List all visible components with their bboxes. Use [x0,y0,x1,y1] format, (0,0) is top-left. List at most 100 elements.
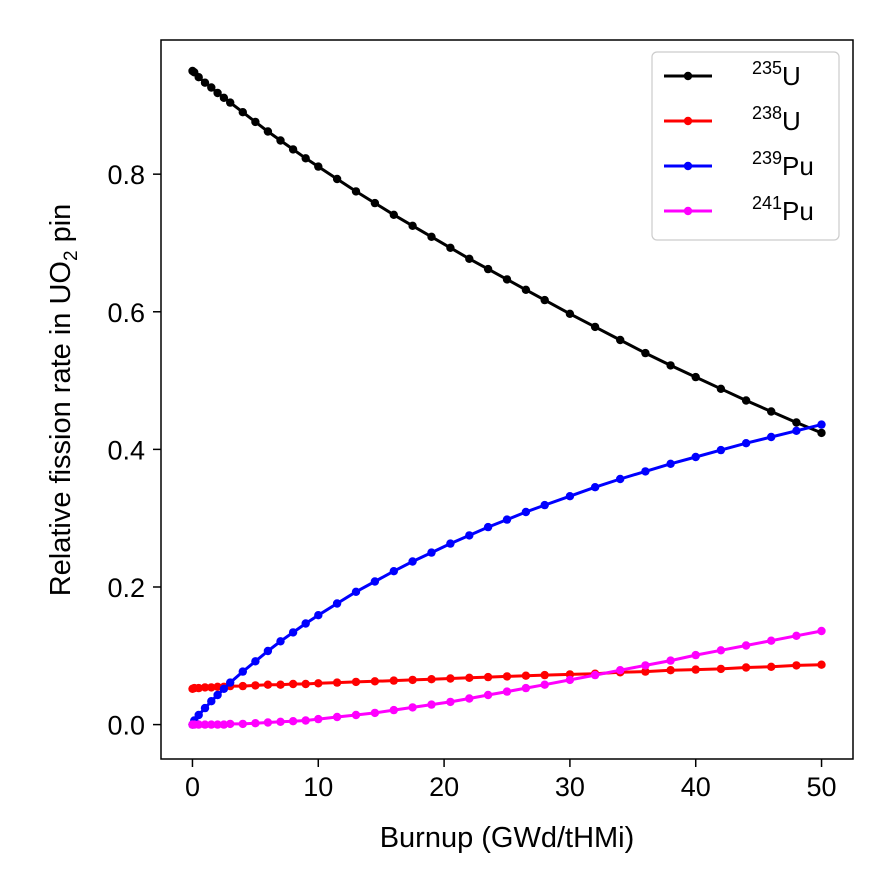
data-point-238U [389,676,398,685]
data-point-241Pu [483,690,493,700]
data-point-239Pu [817,420,826,429]
legend-label-element: Pu [782,151,814,181]
y-axis-label: Relative fission rate in UO2 pin [45,204,82,597]
data-point-235U [288,145,298,154]
data-point-235U [226,98,235,107]
data-point-235U [590,322,600,332]
data-point-238U [446,674,455,683]
data-point-238U [238,681,247,691]
data-point-235U [389,210,398,219]
legend-entry-238U: 238U [664,103,801,136]
data-point-235U [213,88,222,98]
data-point-239Pu [288,628,298,637]
data-point-238U [483,672,493,682]
legend-label-isotope-number: 239 [752,148,782,168]
data-point-239Pu [483,522,493,532]
y-tick-label: 0.8 [107,160,145,190]
data-point-238U [200,683,210,692]
data-point-235U [792,418,801,427]
legend-marker-239Pu [683,161,693,171]
legend-marker-241Pu [683,206,693,216]
data-point-239Pu [370,577,380,586]
legend-label-235U: 235U [752,58,801,91]
data-point-238U [666,666,675,675]
data-point-235U [666,361,675,370]
series-241Pu [188,626,826,729]
data-point-238U [427,675,436,684]
data-point-241Pu [565,675,575,685]
data-point-238U [716,664,726,674]
data-point-241Pu [389,705,398,715]
data-point-239Pu [716,445,726,455]
data-point-239Pu [590,483,600,492]
data-point-238U [288,679,298,689]
data-point-238U [502,672,512,681]
data-point-241Pu [616,666,625,675]
legend-label-isotope-number: 241 [752,193,782,213]
legend-label-isotope-number: 235 [752,58,782,78]
data-point-239Pu [263,646,273,656]
data-point-235U [219,93,229,103]
y-tick-label: 0.0 [107,711,145,741]
data-point-239Pu [521,507,531,517]
data-point-235U [565,309,575,318]
data-point-239Pu [767,432,776,442]
legend-entry-239Pu: 239Pu [664,148,814,181]
series-layer [188,66,826,729]
data-point-235U [446,243,455,252]
data-point-239Pu [446,539,455,548]
data-point-238U [301,679,310,689]
y-axis-label-suffix: pin [45,204,77,251]
data-point-235U [314,162,323,171]
data-point-238U [314,679,323,688]
data-point-241Pu [238,719,247,729]
data-point-235U [276,136,285,145]
data-point-239Pu [200,703,210,713]
y-axis-label-subscript: 2 [61,250,82,261]
data-point-238U [540,670,549,680]
data-point-238U [332,678,342,687]
x-tick-label: 10 [303,772,333,802]
data-point-239Pu [332,599,342,608]
data-point-239Pu [213,690,222,700]
data-point-235U [616,335,625,345]
data-point-235U [521,285,531,294]
legend-label-239Pu: 239Pu [752,148,814,181]
data-point-238U [767,662,776,671]
series-235U [188,66,826,438]
data-point-241Pu [792,631,801,640]
data-point-238U [741,663,751,672]
legend-entry-235U: 235U [664,58,801,91]
data-point-241Pu [502,687,512,696]
data-point-241Pu [540,680,549,689]
data-point-235U [251,117,260,127]
legend-frame [651,51,840,241]
data-point-241Pu [716,646,726,655]
legend-label-isotope-number: 238 [752,103,782,123]
data-point-241Pu [446,697,455,707]
data-point-241Pu [219,720,229,729]
x-tick-label: 50 [807,772,837,802]
data-point-241Pu [251,719,260,728]
data-point-239Pu [666,459,675,468]
data-point-241Pu [263,718,273,727]
legend-marker-235U [683,71,693,81]
data-point-235U [351,187,361,196]
legend: 235U 238U 239Pu 241Pu [651,51,840,241]
data-point-235U [741,396,751,405]
data-point-235U [408,221,417,230]
data-point-238U [792,661,801,670]
data-point-241Pu [370,708,380,718]
data-point-239Pu [219,684,229,693]
data-point-239Pu [207,697,216,706]
data-point-239Pu [226,678,235,687]
data-point-241Pu [408,703,417,712]
data-point-241Pu [332,712,342,722]
data-point-241Pu [314,714,323,724]
legend-label-238U: 238U [752,103,801,136]
data-point-235U [767,407,776,416]
legend-entry-241Pu: 241Pu [664,193,814,226]
legend-marker-238U [683,116,693,126]
data-point-235U [263,127,273,136]
y-tick-label: 0.2 [107,573,145,603]
